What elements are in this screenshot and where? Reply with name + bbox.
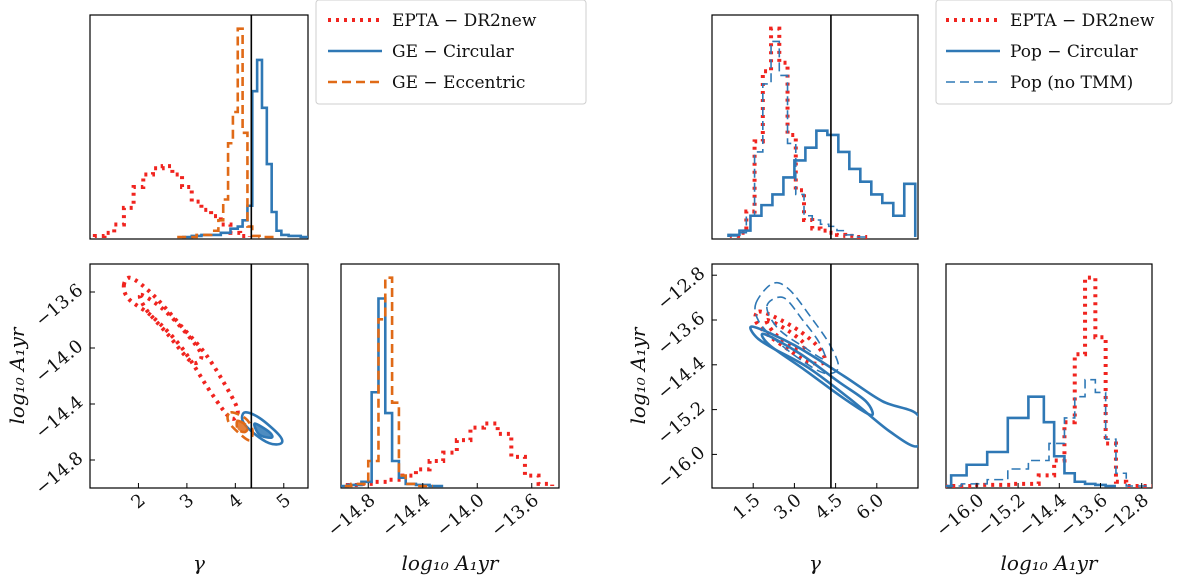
left-2d-contour-layer (121, 264, 284, 488)
left-gamma-hist-ge-eccentric (177, 27, 275, 239)
left-gamma-hist-panel (89, 14, 309, 240)
left-gamma-hist-epta-dr2new (92, 164, 252, 238)
left-contour-ge-eccentric-outer (226, 411, 254, 442)
left-gamma-xtick-label: 4 (224, 490, 246, 513)
right-logA-ytick-label: −13.6 (653, 308, 709, 360)
right-legend-label-epta: EPTA − DR2new (1010, 11, 1155, 31)
left-2d-contour-panel (89, 263, 309, 489)
left-logA-ytick-label: −13.6 (31, 280, 87, 332)
right-2d-y-ticks: −16.0−15.2−14.4−13.6−12.8 (653, 263, 717, 494)
left-gamma-xtick-label: 5 (273, 490, 295, 513)
right-gamma-hist-layer (727, 15, 917, 239)
right-2d-contour-panel (711, 263, 919, 489)
right-contour-pop-no-tmm-inner (766, 296, 827, 361)
left-contour-ge-eccentric-inner (235, 419, 250, 434)
left-gamma-xtick-label: 2 (127, 490, 149, 513)
left-logA-ytick-label: −14.8 (31, 448, 87, 500)
left-legend-label-epta: EPTA − DR2new (392, 11, 537, 31)
left-logA-hist-ge-circular (341, 297, 444, 488)
right-contour-pop-circular-outer (749, 325, 918, 448)
right-gamma-xtick-label: 6.0 (853, 490, 888, 524)
right-gamma-xtick-label: 4.5 (811, 490, 846, 524)
right-logA-hist-layer (946, 275, 1152, 488)
left-logA-xtick-label: −14.4 (378, 490, 434, 542)
left-legend-label-ge-eccentric: GE − Eccentric (392, 73, 525, 93)
right-gamma-xtick-label: 1.5 (729, 490, 764, 524)
left-legend: EPTA − DR2new GE − Circular GE − Eccentr… (315, 0, 587, 105)
left-gamma-axis-label: γ (193, 551, 205, 575)
right-legend-label-pop-no-tmm: Pop (no TMM) (1010, 73, 1133, 93)
left-logA-hist-epta-dr2new (345, 421, 555, 487)
left-logA-ytick-label: −14.4 (31, 392, 87, 444)
right-logA-ytick-label: −15.2 (653, 397, 709, 449)
right-2d-x-ticks: 1.5 3.0 4.5 6.0 (729, 483, 888, 524)
left-gamma-hist-ge-circular (182, 58, 308, 239)
left-logA-axis-label: log₁₀ A₁yr (402, 551, 500, 575)
left-logA-xtick-label: −13.6 (487, 490, 543, 542)
right-2d-contour-layer (749, 264, 918, 488)
right-logA-hist-epta-dr2new (946, 275, 1152, 488)
right-legend-frame (935, 0, 1173, 105)
left-contour-ge-circular-inner (253, 422, 274, 440)
right-legend: EPTA − DR2new Pop − Circular Pop (no TMM… (935, 0, 1173, 105)
left-logA-hist-ge-eccentric (341, 276, 433, 488)
left-gamma-xtick-label: 3 (176, 490, 198, 513)
left-contour-epta-dr2new-inner (137, 292, 204, 366)
left-logA-x-ticks: −14.8−14.4−14.0−13.6 (324, 483, 543, 541)
left-logA-y-axis-label: log₁₀ A₁yr (5, 326, 29, 424)
right-gamma-xtick-label: 3.0 (770, 490, 805, 524)
right-logA-hist-panel (945, 263, 1153, 489)
left-logA-xtick-label: −14.0 (433, 490, 489, 542)
left-legend-label-ge-circular: GE − Circular (392, 42, 515, 62)
right-logA-x-ticks: −16.0−15.2−14.4−13.6−12.8 (932, 483, 1153, 541)
right-gamma-hist-pop-no-tmm (729, 40, 868, 238)
right-gamma-hist-epta-dr2new (727, 26, 868, 239)
left-logA-hist-layer (341, 276, 555, 488)
right-gamma-axis-label: γ (809, 551, 821, 575)
left-gamma-hist-layer (92, 15, 308, 239)
right-logA-xtick-label: −12.8 (1097, 490, 1153, 542)
left-contour-epta-dr2new-outer (121, 275, 240, 421)
right-logA-hist-pop-circular (946, 395, 1116, 488)
right-gamma-hist-pop-circular (727, 129, 917, 237)
right-logA-y-axis-label: log₁₀ A₁yr (626, 326, 650, 424)
right-contour-pop-circular-inner (760, 332, 875, 417)
left-logA-xtick-label: −14.8 (324, 490, 380, 542)
right-gamma-hist-panel (711, 14, 919, 240)
right-legend-label-pop-circular: Pop − Circular (1010, 42, 1139, 62)
left-logA-ytick-label: −14.0 (31, 336, 87, 388)
left-2d-y-ticks: −14.8−14.4−14.0−13.6 (31, 280, 95, 500)
right-logA-ytick-label: −14.4 (653, 353, 709, 405)
left-logA-hist-panel (340, 263, 560, 489)
right-logA-axis-label: log₁₀ A₁yr (1001, 551, 1099, 575)
right-logA-ytick-label: −16.0 (653, 442, 709, 494)
right-logA-ytick-label: −12.8 (653, 263, 709, 315)
right-corner-plot: 1.5 3.0 4.5 6.0 −16.0−15.2−14.4−13.6−12.8 −… (626, 0, 1173, 575)
left-legend-frame (315, 0, 587, 105)
